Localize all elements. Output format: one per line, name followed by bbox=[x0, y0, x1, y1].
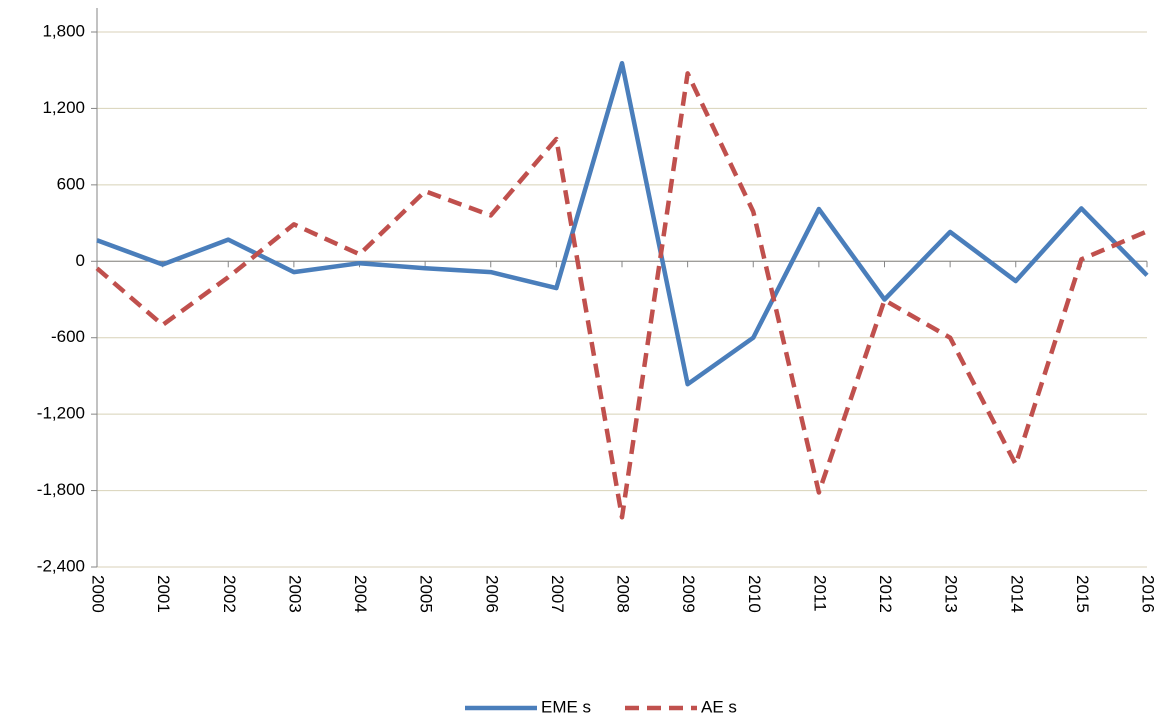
y-tick-label: 0 bbox=[76, 251, 85, 270]
series-line bbox=[95, 71, 1148, 520]
x-tick-label: 2009 bbox=[679, 575, 698, 613]
x-tick-label: 2014 bbox=[1007, 575, 1026, 613]
x-tick-label: 2004 bbox=[351, 575, 370, 613]
x-tick-label: 2013 bbox=[942, 575, 961, 613]
x-tick-label: 2011 bbox=[810, 575, 829, 612]
x-tick-label: 2015 bbox=[1073, 575, 1092, 613]
y-tick-label: 1,800 bbox=[42, 21, 85, 40]
x-tick-label: 2001 bbox=[154, 575, 173, 613]
y-tick-label: 1,200 bbox=[42, 98, 85, 117]
y-tick-label: -1,200 bbox=[37, 404, 85, 423]
x-tick-label: 2012 bbox=[876, 575, 895, 613]
y-tick-label: -600 bbox=[51, 327, 85, 346]
x-tick-label: 2002 bbox=[220, 575, 239, 613]
y-tick-label: -2,400 bbox=[37, 556, 85, 575]
x-tick-label: 2005 bbox=[417, 575, 436, 613]
y-tick-label: -1,800 bbox=[37, 480, 85, 499]
x-tick-label: 2000 bbox=[89, 575, 108, 613]
legend-label: EME s bbox=[541, 697, 591, 716]
x-tick-label: 2016 bbox=[1139, 575, 1158, 613]
legend-label: AE s bbox=[701, 697, 737, 716]
x-tick-label: 2008 bbox=[614, 575, 633, 613]
x-tick-label: 2010 bbox=[745, 575, 764, 613]
series-line bbox=[96, 60, 1149, 387]
x-tick-label: 2003 bbox=[285, 575, 304, 613]
x-tick-label: 2007 bbox=[548, 575, 567, 613]
y-tick-label: 600 bbox=[57, 174, 85, 193]
x-tick-label: 2006 bbox=[482, 575, 501, 613]
